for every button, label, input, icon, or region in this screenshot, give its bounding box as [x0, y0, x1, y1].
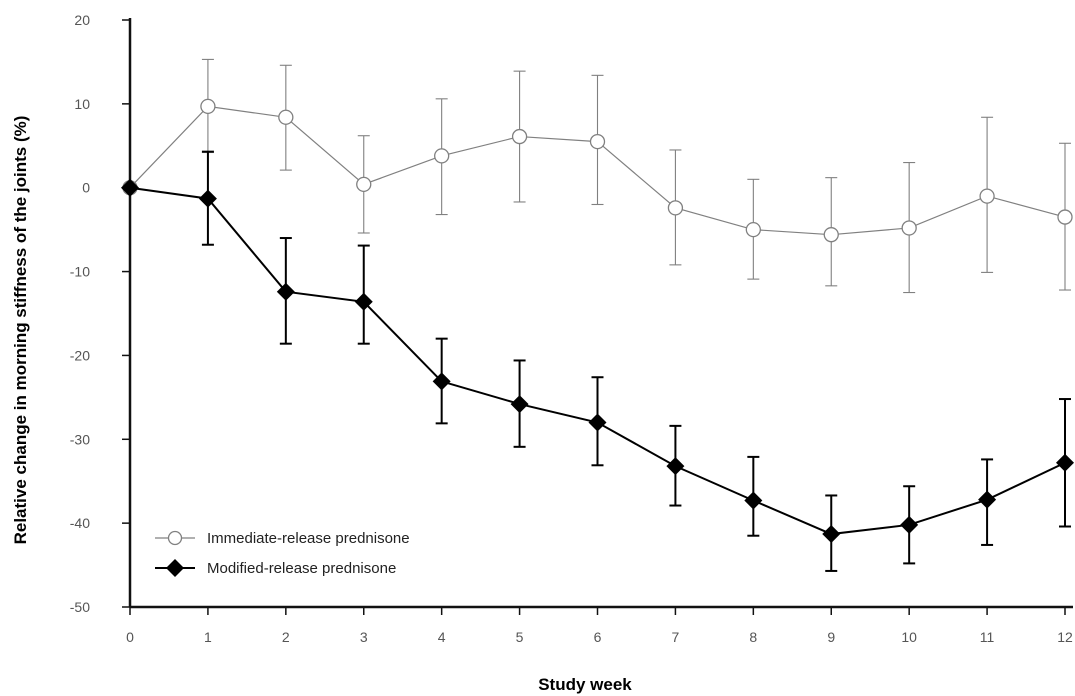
legend-label: Immediate-release prednisone [207, 530, 410, 547]
x-tick-label: 10 [901, 629, 917, 645]
data-point-diamond [588, 413, 607, 432]
y-tick-label: -30 [70, 431, 90, 447]
data-point-diamond [432, 372, 451, 391]
y-tick-label: 20 [74, 12, 90, 28]
y-tick-label: -40 [70, 515, 90, 531]
legend-open-circle-marker [167, 530, 183, 546]
x-tick-label: 2 [282, 629, 290, 645]
x-axis-ticks: 0 1 2 3 4 5 6 7 8 9 10 11 12 [126, 607, 1073, 645]
data-point-circle [745, 221, 761, 238]
data-point-circle [200, 98, 216, 115]
y-tick-label: 0 [82, 180, 90, 196]
data-point-circle [823, 227, 839, 243]
legend-item-immediate-release: Immediate-release prednisone [155, 530, 410, 547]
x-tick-label: 12 [1057, 629, 1073, 645]
data-point-circle [979, 188, 995, 204]
y-tick-label: -20 [70, 347, 90, 363]
data-point-circle [434, 148, 450, 164]
legend-item-modified-release: Modified-release prednisone [155, 559, 396, 577]
data-point-diamond [1056, 453, 1074, 472]
data-point-diamond [354, 292, 373, 311]
data-point-diamond [978, 490, 997, 509]
series-layer [121, 58, 1074, 572]
x-tick-label: 1 [204, 629, 212, 645]
x-tick-label: 7 [672, 629, 680, 645]
data-point-circle [1057, 209, 1073, 225]
x-tick-label: 5 [516, 629, 524, 645]
data-point-diamond [666, 457, 685, 476]
legend-label: Modified-release prednisone [207, 560, 396, 577]
x-tick-label: 3 [360, 629, 368, 645]
legend: Immediate-release prednisone Modified-re… [155, 530, 410, 577]
data-point-circle [511, 128, 528, 145]
data-point-diamond [276, 282, 295, 301]
y-axis-ticks: 20 10 0 -10 -20 -30 -40 -50 [70, 12, 130, 615]
data-point-circle [278, 109, 294, 125]
x-tick-label: 0 [126, 629, 134, 645]
data-point-circle [356, 176, 372, 193]
data-point-circle [901, 220, 917, 236]
data-point-circle [589, 133, 606, 150]
data-point-diamond [822, 525, 841, 544]
x-tick-label: 4 [438, 629, 446, 645]
series-line [129, 186, 1066, 536]
data-point-diamond [198, 189, 217, 208]
x-tick-label: 6 [594, 629, 602, 645]
data-point-diamond [900, 515, 919, 534]
series-immediate-release [122, 58, 1073, 294]
y-tick-label: -50 [70, 599, 90, 615]
x-tick-label: 11 [980, 629, 995, 645]
x-tick-label: 8 [749, 629, 757, 645]
y-tick-label: -10 [70, 264, 90, 280]
data-point-circle [667, 200, 684, 216]
legend-diamond-marker [166, 559, 184, 577]
y-tick-label: 10 [74, 96, 90, 112]
data-point-diamond [121, 178, 139, 197]
data-point-diamond [744, 491, 763, 510]
series-modified-release [121, 150, 1074, 572]
y-axis-title: Relative change in morning stiffness of … [11, 116, 30, 545]
x-tick-label: 9 [827, 629, 835, 645]
data-point-diamond [510, 395, 529, 414]
x-axis-title: Study week [538, 675, 632, 694]
